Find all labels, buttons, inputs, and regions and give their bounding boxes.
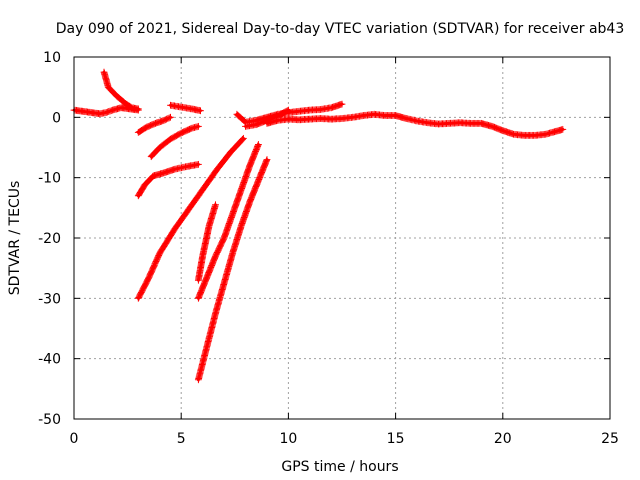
x-tick-label: 20 — [494, 431, 512, 447]
series-markers — [194, 156, 271, 384]
chart-title: Day 090 of 2021, Sidereal Day-to-day VTE… — [56, 21, 625, 37]
series-arc-6 — [134, 160, 202, 200]
x-tick-label: 0 — [70, 431, 79, 447]
y-tick-label: -40 — [38, 352, 61, 368]
axis-ticks: 0 5 10 15 20 25 -50 -40 -30 -20 -10 0 10 — [38, 50, 619, 447]
series-markers — [194, 141, 262, 302]
grid — [74, 57, 610, 419]
series-markers — [100, 68, 142, 113]
series-arc-8 — [194, 201, 219, 284]
y-tick-label: -50 — [38, 412, 61, 428]
series-arc-10 — [194, 156, 271, 384]
series-arc-5 — [147, 122, 202, 161]
series-markers — [134, 160, 202, 200]
x-tick-label: 5 — [177, 431, 186, 447]
series-markers — [134, 134, 247, 302]
y-tick-label: 10 — [43, 50, 61, 66]
series-markers — [263, 110, 567, 139]
y-tick-label: -10 — [38, 171, 61, 187]
series-arc-7 — [134, 134, 247, 302]
series-markers — [147, 122, 202, 161]
x-tick-label: 15 — [387, 431, 405, 447]
series-markers — [194, 201, 219, 284]
series-arc-4 — [167, 101, 204, 115]
y-tick-label: -20 — [38, 231, 61, 247]
plot-area — [70, 68, 567, 384]
series-arc-13 — [263, 110, 567, 139]
series-markers — [167, 101, 204, 115]
series-markers — [134, 113, 174, 136]
series-arc-3 — [134, 113, 174, 136]
series-arc-9 — [194, 141, 262, 302]
x-axis-label: GPS time / hours — [281, 459, 398, 475]
x-tick-label: 25 — [601, 431, 619, 447]
series-arc-2 — [100, 68, 142, 113]
y-tick-label: 0 — [52, 110, 61, 126]
x-tick-label: 10 — [279, 431, 297, 447]
y-axis-label: SDTVAR / TECUs — [7, 181, 23, 296]
y-tick-label: -30 — [38, 291, 61, 307]
